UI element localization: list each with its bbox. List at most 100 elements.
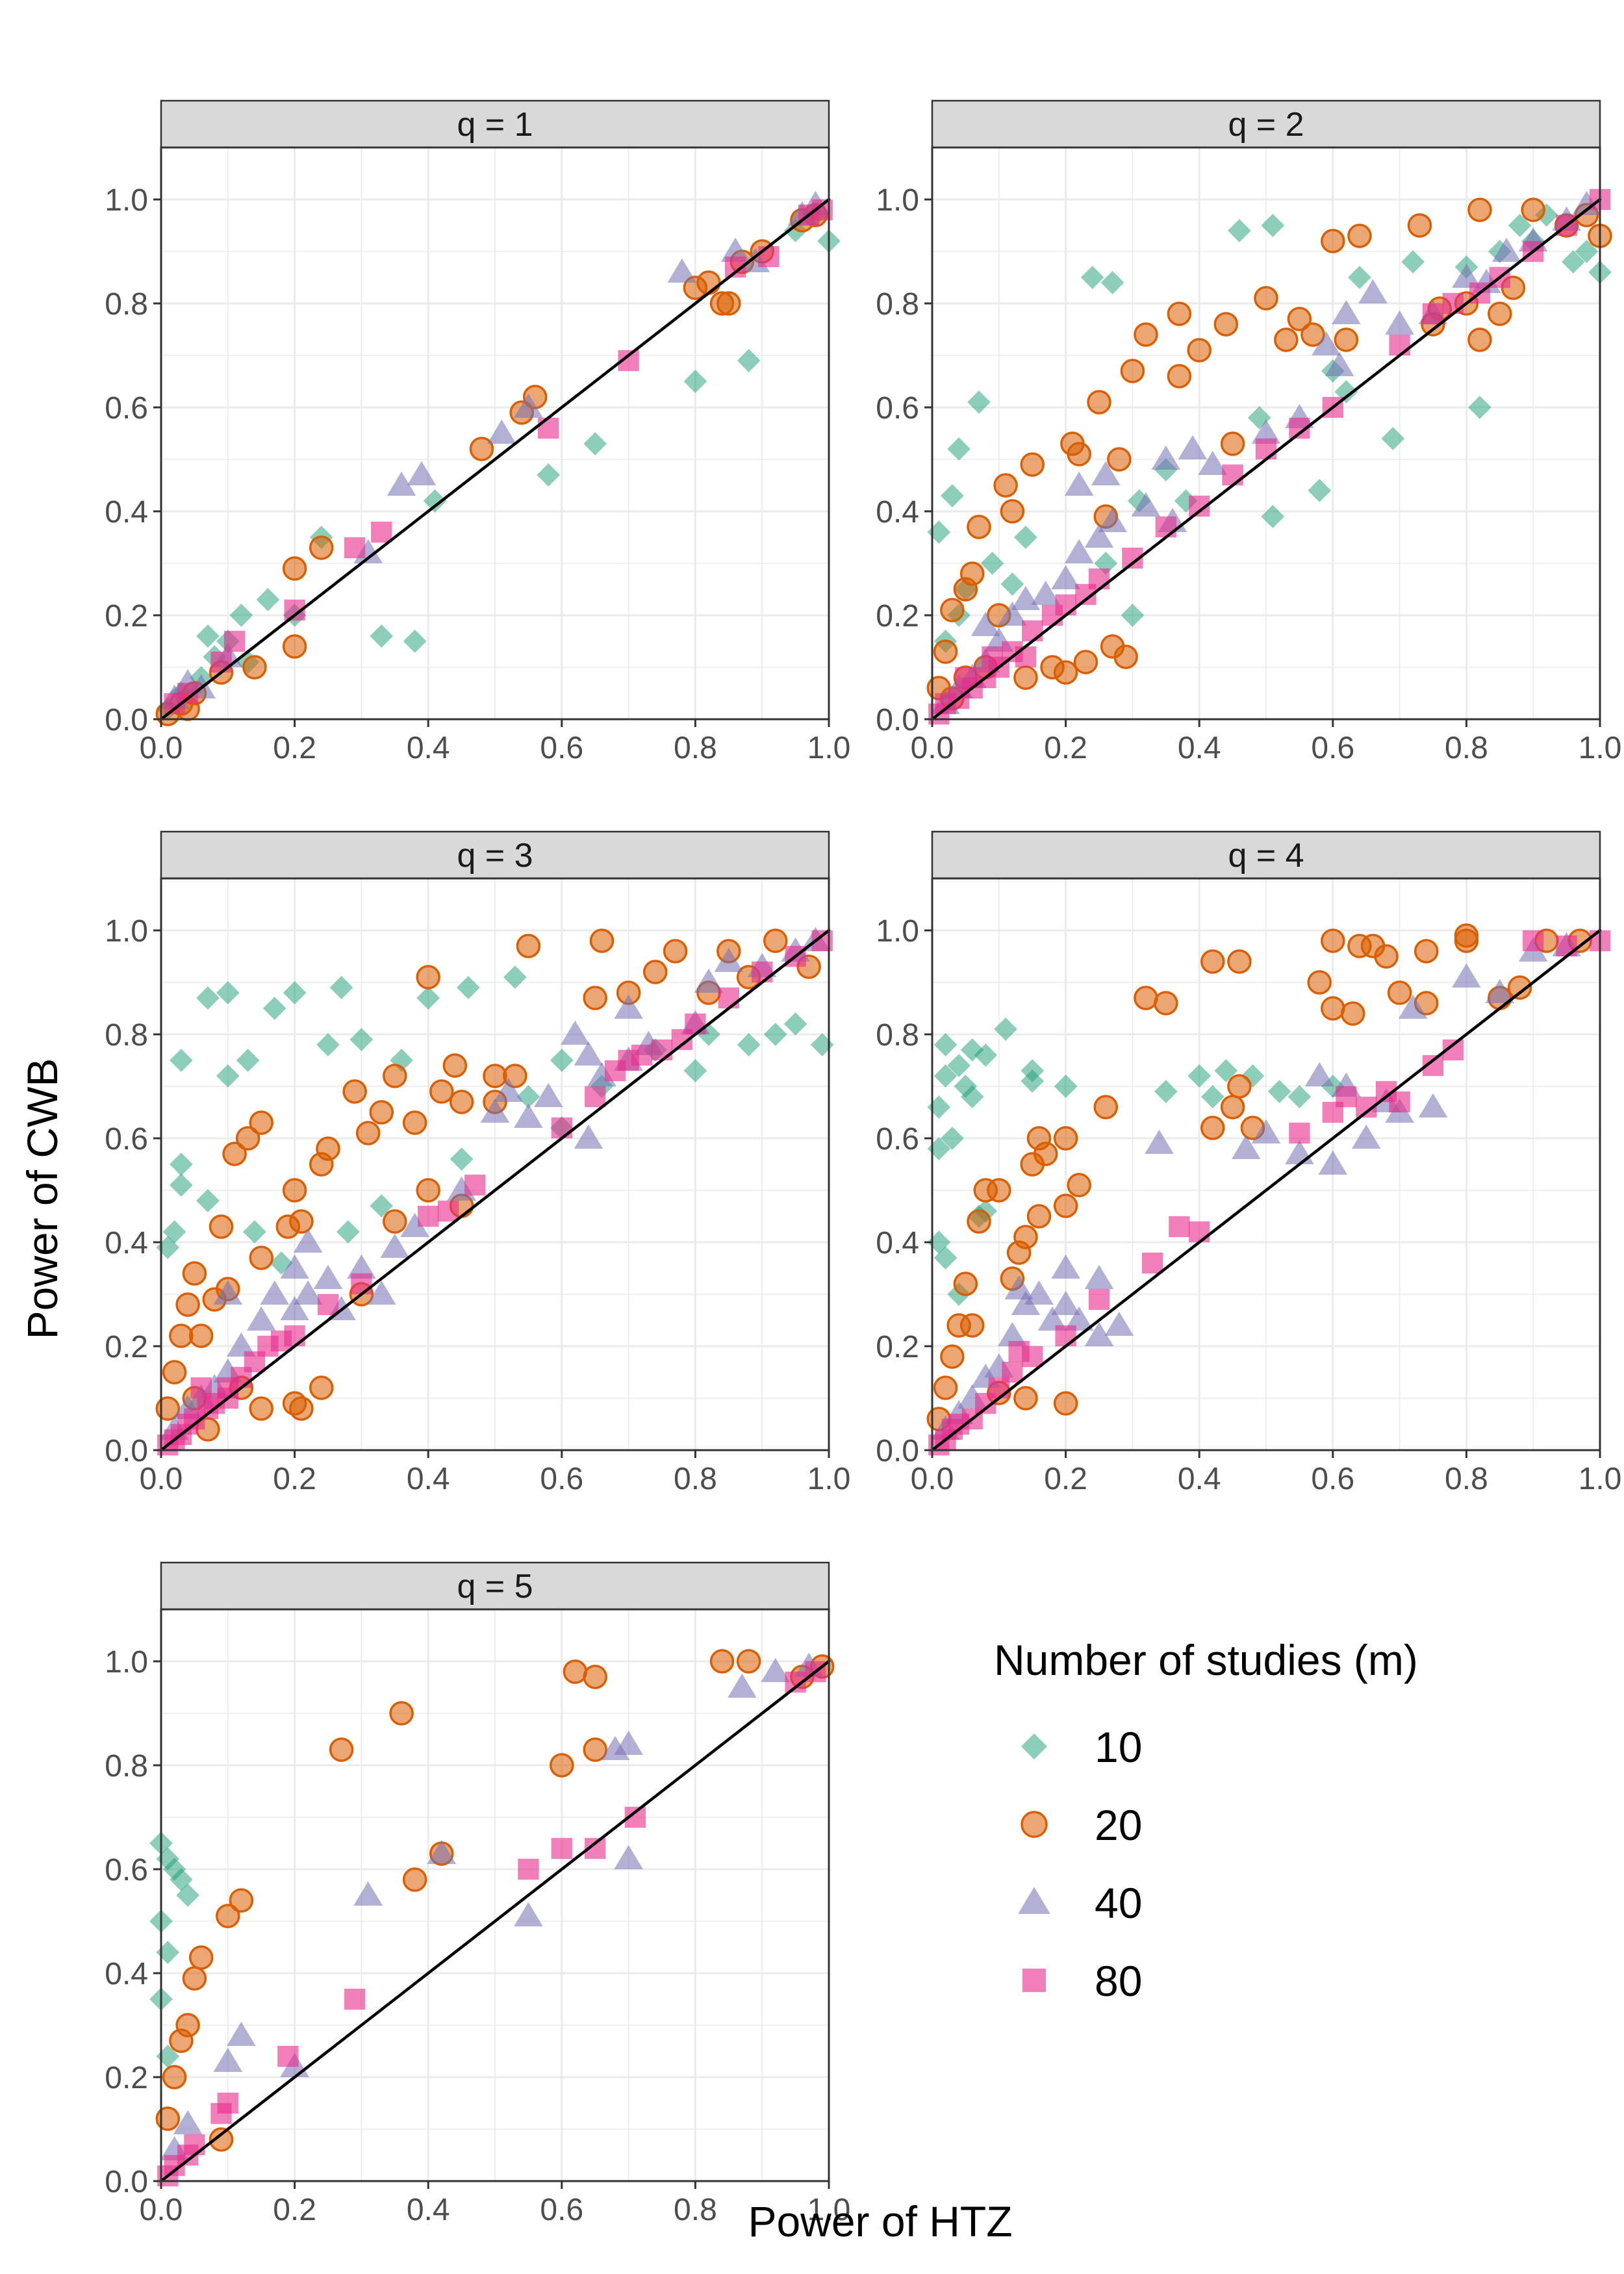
point-m40 bbox=[574, 1041, 603, 1066]
point-m20 bbox=[959, 1313, 985, 1338]
point-m10 bbox=[974, 1043, 998, 1067]
point-m80 bbox=[1389, 334, 1410, 356]
point-m10 bbox=[1014, 526, 1037, 549]
point-m20 bbox=[188, 1945, 214, 1970]
point-m10 bbox=[169, 1868, 193, 1891]
point-m20 bbox=[663, 939, 688, 964]
point-m20 bbox=[933, 1375, 958, 1400]
point-m20 bbox=[309, 1375, 334, 1400]
point-m10 bbox=[1261, 214, 1285, 237]
point-m80 bbox=[1142, 1252, 1163, 1274]
reference-line bbox=[930, 198, 1602, 721]
y-tick-label: 0.0 bbox=[876, 703, 919, 737]
x-tick-label: 0.6 bbox=[540, 731, 583, 765]
point-m20 bbox=[282, 1178, 307, 1203]
facet-strip-label: q = 5 bbox=[457, 1568, 533, 1605]
point-m80 bbox=[344, 1988, 366, 2010]
point-m80 bbox=[631, 1044, 653, 1066]
facet-strip bbox=[931, 830, 1601, 880]
point-m20 bbox=[155, 2106, 181, 2131]
point-m10 bbox=[1261, 505, 1285, 528]
point-m10 bbox=[683, 1059, 707, 1082]
point-m40 bbox=[614, 994, 643, 1019]
y-tick-label: 0.4 bbox=[876, 495, 919, 530]
point-m80 bbox=[1556, 935, 1577, 957]
point-m40 bbox=[1084, 523, 1114, 548]
point-m20 bbox=[162, 1360, 187, 1385]
point-m10 bbox=[1080, 266, 1104, 289]
point-m20 bbox=[1067, 1173, 1091, 1197]
point-m20 bbox=[696, 270, 721, 295]
point-m10 bbox=[370, 624, 394, 648]
point-m20 bbox=[1227, 1074, 1252, 1099]
point-m10 bbox=[1508, 214, 1532, 237]
point-m40 bbox=[1198, 450, 1228, 475]
y-tick-label: 0.2 bbox=[105, 2061, 148, 2095]
point-m40 bbox=[227, 1332, 256, 1357]
facet-strip-label: q = 4 bbox=[1228, 837, 1304, 875]
y-tick-label: 1.0 bbox=[105, 183, 148, 218]
point-m20 bbox=[209, 2127, 234, 2152]
point-m10 bbox=[737, 349, 761, 372]
point-m40 bbox=[971, 611, 1000, 636]
x-tick-label: 0.8 bbox=[674, 1462, 717, 1496]
point-m40 bbox=[1178, 435, 1208, 459]
point-m20 bbox=[1454, 923, 1479, 948]
point-m20 bbox=[289, 1396, 314, 1421]
y-tick-label: 1.0 bbox=[105, 914, 148, 949]
x-tick-label: 0.8 bbox=[674, 731, 717, 765]
x-tick-label: 0.8 bbox=[1445, 731, 1488, 765]
point-m10 bbox=[1121, 604, 1145, 627]
point-m10 bbox=[329, 976, 353, 999]
point-m20 bbox=[583, 986, 607, 1010]
point-m40 bbox=[1398, 994, 1428, 1019]
point-m40 bbox=[1051, 1254, 1080, 1279]
point-m10 bbox=[196, 1189, 220, 1212]
point-m20 bbox=[1154, 991, 1178, 1016]
point-m20 bbox=[1300, 322, 1325, 347]
point-m10 bbox=[1228, 219, 1251, 242]
point-m40 bbox=[1304, 1062, 1334, 1086]
point-m20 bbox=[416, 965, 440, 990]
point-m40 bbox=[694, 968, 724, 993]
x-tick-label: 0.0 bbox=[140, 1462, 183, 1496]
point-m40 bbox=[1031, 580, 1061, 605]
point-m20 bbox=[175, 2013, 200, 2038]
point-m80 bbox=[752, 961, 773, 983]
point-m40 bbox=[1351, 1124, 1381, 1149]
panel-border bbox=[931, 877, 1601, 1451]
point-m10 bbox=[947, 1054, 971, 1077]
y-tick-label: 0.8 bbox=[876, 1018, 919, 1053]
point-m20 bbox=[249, 1110, 273, 1135]
reference-line bbox=[930, 928, 1602, 1452]
facet-strip bbox=[160, 99, 830, 149]
point-m10 bbox=[583, 432, 607, 455]
y-tick-label: 0.4 bbox=[105, 1957, 148, 1991]
point-m20 bbox=[249, 1246, 273, 1270]
point-m20 bbox=[229, 1888, 254, 1913]
point-m10 bbox=[216, 1064, 240, 1088]
point-m20 bbox=[369, 1100, 394, 1125]
point-m80 bbox=[1189, 1221, 1210, 1243]
point-m80 bbox=[685, 1013, 706, 1035]
point-m20 bbox=[1347, 224, 1372, 248]
point-m40 bbox=[227, 2021, 256, 2046]
point-m20 bbox=[155, 1396, 181, 1421]
point-m20 bbox=[1020, 452, 1045, 477]
point-m20 bbox=[1053, 660, 1078, 685]
point-m20 bbox=[967, 1209, 991, 1234]
y-tick-label: 0.6 bbox=[876, 1122, 919, 1156]
point-m80 bbox=[1055, 1325, 1076, 1347]
x-tick-label: 0.2 bbox=[273, 1462, 316, 1496]
x-tick-label: 0.0 bbox=[911, 1462, 954, 1496]
point-m20 bbox=[309, 535, 334, 560]
point-m80 bbox=[1336, 1086, 1357, 1108]
point-m20 bbox=[1220, 1095, 1245, 1119]
y-tick-label: 0.6 bbox=[876, 391, 919, 426]
point-m10 bbox=[783, 1012, 807, 1036]
point-m40 bbox=[533, 1082, 563, 1107]
x-tick-label: 0.6 bbox=[540, 1462, 583, 1496]
x-tick-label: 0.4 bbox=[1178, 731, 1221, 765]
point-m80 bbox=[1523, 930, 1544, 952]
point-m20 bbox=[1113, 645, 1138, 669]
